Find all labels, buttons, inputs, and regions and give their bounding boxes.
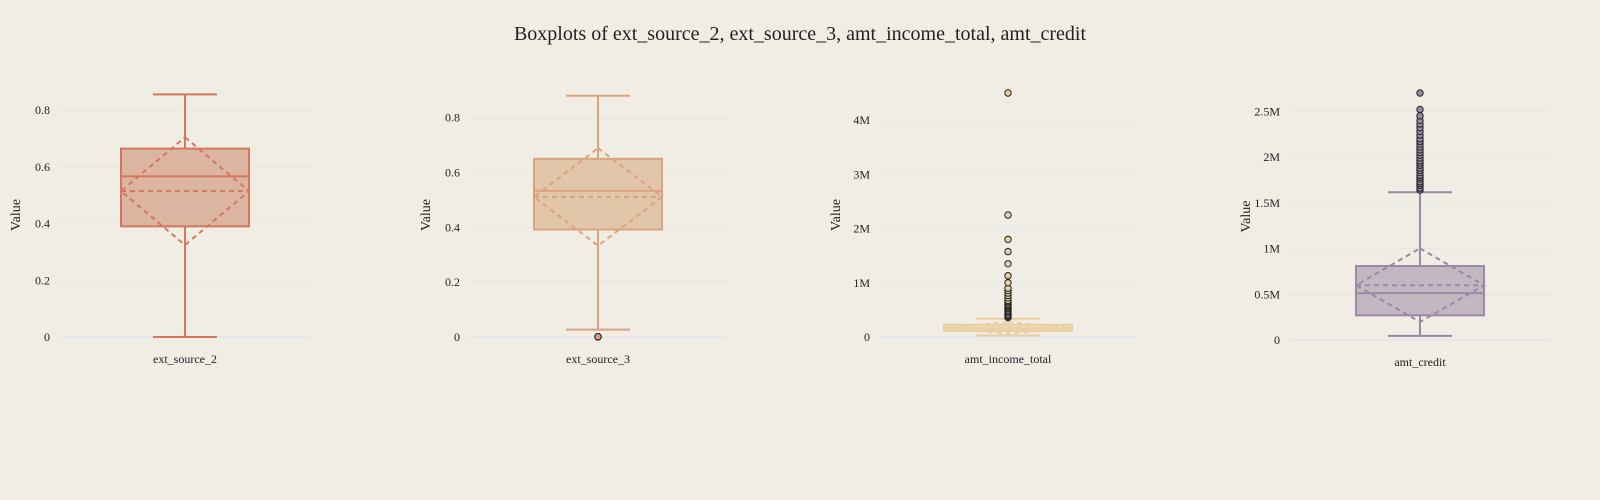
y-tick-label: 1M: [853, 276, 870, 290]
outlier-point: [1004, 260, 1012, 268]
y-tick-label: 0: [454, 330, 460, 344]
boxplot-panel-ext_source_2: 0 0.2 0.4 0.6 0.8 Value ext_source_2: [9, 93, 310, 366]
iqr-box: [1355, 265, 1485, 317]
y-tick-label: 0.2: [35, 273, 50, 287]
chart-title: Boxplots of ext_source_2, ext_source_3, …: [514, 23, 1087, 45]
outlier-point: [1004, 235, 1012, 244]
y-tick-label: 0: [44, 330, 50, 344]
outlier-point: [1416, 89, 1424, 97]
outlier-point: [1416, 105, 1424, 114]
y-tick-label: 0.6: [35, 160, 50, 174]
x-tick-label: ext_source_3: [566, 352, 630, 366]
y-tick-label: 0.4: [35, 217, 50, 231]
outlier-point: [1004, 279, 1012, 287]
y-tick-label: 0: [1274, 333, 1280, 347]
panels: 0 0.2 0.4 0.6 0.8 Value ext_source_2 0 0.2 0.4 0.6…: [9, 89, 1550, 369]
y-axis-title: Value: [1239, 201, 1254, 233]
y-tick-label: 0.5M: [1254, 287, 1280, 301]
y-axis-title: Value: [419, 199, 434, 231]
y-tick-label: 0.8: [35, 103, 50, 117]
y-tick-label: 2.5M: [1254, 104, 1280, 118]
y-tick-label: 0.2: [445, 275, 460, 289]
boxplot-panel-amt_credit: 0 0.5M 1M 1.5M 2M 2.5M Value amt_credit: [1239, 89, 1550, 369]
outlier-point: [594, 333, 602, 341]
y-tick-label: 0.6: [445, 166, 460, 180]
x-tick-label: amt_income_total: [965, 352, 1052, 366]
y-axis-title: Value: [829, 199, 844, 231]
sd-diamond: [1353, 247, 1487, 324]
x-tick-label: ext_source_2: [153, 352, 217, 366]
iqr-box: [533, 157, 663, 231]
outlier-point: [1004, 211, 1012, 219]
outlier-point: [1004, 272, 1012, 280]
y-tick-label: 2M: [853, 222, 870, 236]
boxplot-panel-ext_source_3: 0 0.2 0.4 0.6 0.8 Value ext_source_3: [419, 94, 726, 366]
y-tick-label: 2M: [1263, 150, 1280, 164]
sd-diamond: [943, 320, 1073, 335]
boxplot-panel-amt_income_total: 0 1M 2M 3M 4M Value amt_income_total: [829, 89, 1136, 366]
y-axis-title: Value: [9, 199, 24, 231]
outlier-point: [1416, 112, 1424, 120]
sd-diamond: [119, 135, 251, 247]
outlier-point: [1004, 89, 1012, 97]
y-tick-label: 4M: [853, 113, 870, 127]
y-tick-label: 0.8: [445, 111, 460, 125]
y-tick-label: 0.4: [445, 220, 460, 234]
y-tick-label: 1M: [1263, 242, 1280, 256]
x-tick-label: amt_credit: [1394, 355, 1446, 369]
y-tick-label: 3M: [853, 167, 870, 181]
iqr-box: [120, 147, 250, 228]
y-tick-label: 1.5M: [1254, 196, 1280, 210]
outlier-point: [1004, 247, 1012, 256]
y-tick-label: 0: [864, 330, 870, 344]
